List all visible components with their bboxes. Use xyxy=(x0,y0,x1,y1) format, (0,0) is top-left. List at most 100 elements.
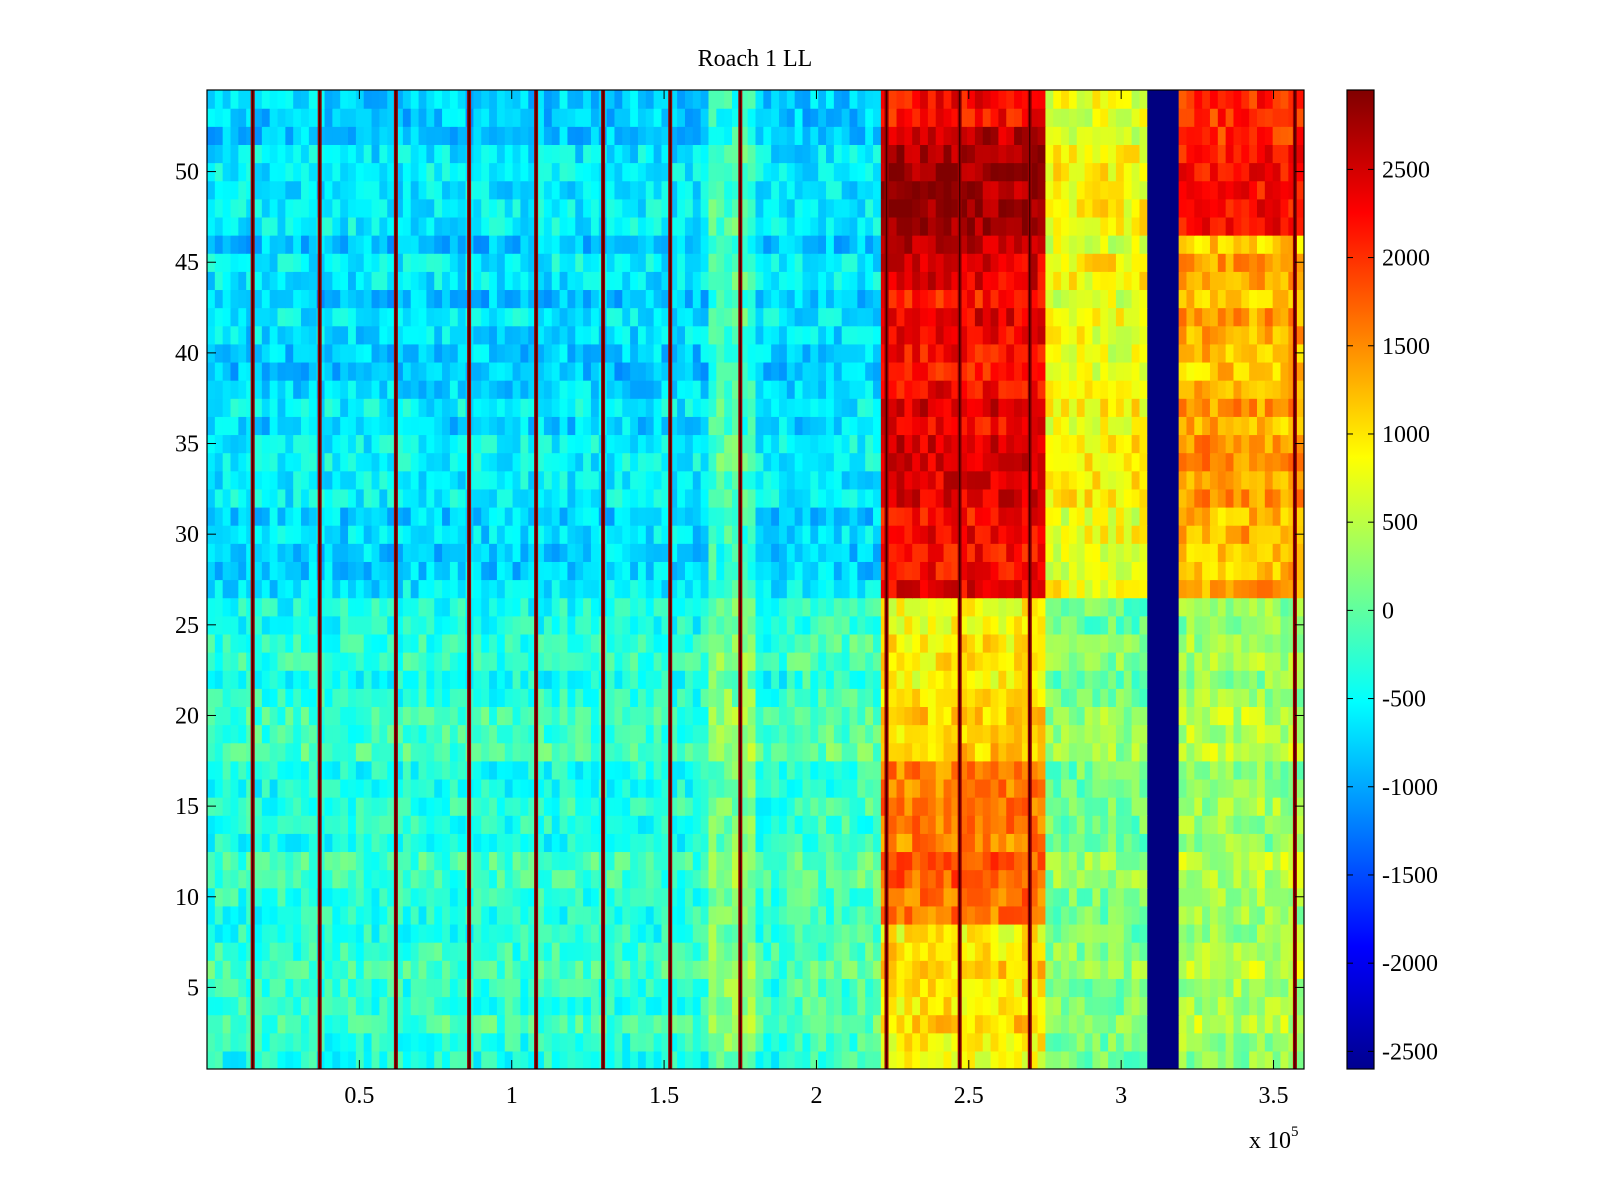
heatmap-cell xyxy=(410,851,420,871)
heatmap-cell xyxy=(1186,670,1195,689)
heatmap-cell xyxy=(630,942,639,961)
heatmap-cell xyxy=(418,670,427,689)
heatmap-cell xyxy=(967,1032,976,1052)
heatmap-cell xyxy=(779,833,788,853)
heatmap-cell xyxy=(230,652,239,671)
heatmap-cell xyxy=(1068,561,1078,581)
heatmap-cell xyxy=(512,996,522,1016)
heatmap-cell xyxy=(1264,797,1274,816)
heatmap-cell xyxy=(849,923,858,943)
heatmap-cell xyxy=(857,652,866,671)
heatmap-cell xyxy=(1100,633,1109,653)
heatmap-cell xyxy=(951,978,960,998)
heatmap-cell xyxy=(982,688,992,708)
heatmap-cell xyxy=(747,960,757,979)
heatmap-cell xyxy=(1115,778,1125,798)
heatmap-cell xyxy=(779,416,788,436)
heatmap-cell xyxy=(998,1014,1007,1034)
heatmap-cell xyxy=(1249,833,1258,853)
heatmap-cell xyxy=(700,416,710,436)
heatmap-cell xyxy=(590,960,600,979)
heatmap-cell xyxy=(520,470,529,490)
heatmap-cell xyxy=(1178,633,1188,653)
heatmap-cell xyxy=(1217,452,1227,472)
heatmap-cell xyxy=(1076,905,1086,925)
heatmap-cell xyxy=(473,887,482,907)
heatmap-cell xyxy=(912,742,921,762)
heatmap-cell xyxy=(606,996,616,1016)
heatmap-cell xyxy=(1139,869,1148,889)
heatmap-cell xyxy=(1029,778,1039,798)
heatmap-cell xyxy=(567,652,576,671)
heatmap-cell xyxy=(1068,742,1078,762)
heatmap-cell xyxy=(1123,960,1133,979)
heatmap-cell xyxy=(207,942,216,961)
heatmap-cell xyxy=(677,525,686,544)
heatmap-cell xyxy=(395,688,404,708)
heatmap-cell xyxy=(559,797,569,816)
heatmap-cell xyxy=(1288,1014,1297,1034)
heatmap-cell xyxy=(301,434,310,454)
heatmap-cell xyxy=(927,688,937,708)
heatmap-cell xyxy=(207,416,216,436)
heatmap-cell xyxy=(1249,1032,1258,1052)
heatmap-cell xyxy=(606,488,616,508)
heatmap-cell xyxy=(277,706,286,726)
heatmap-cell xyxy=(551,525,561,544)
heatmap-cell xyxy=(1037,760,1047,780)
heatmap-cell xyxy=(1225,905,1235,925)
heatmap-cell xyxy=(277,434,286,454)
heatmap-cell xyxy=(230,434,239,454)
heatmap-cell xyxy=(927,815,937,834)
heatmap-cell xyxy=(818,561,827,581)
heatmap-cell xyxy=(520,1032,529,1052)
heatmap-cell xyxy=(1076,724,1086,744)
heatmap-cell xyxy=(888,1050,898,1069)
heatmap-cell xyxy=(990,851,1000,871)
heatmap-cell xyxy=(833,525,843,544)
heatmap-cell xyxy=(904,688,913,708)
heatmap-cell xyxy=(677,488,686,508)
heatmap-cell xyxy=(434,452,443,472)
heatmap-cell xyxy=(1202,815,1211,834)
heatmap-cell xyxy=(379,525,388,544)
heatmap-cell xyxy=(332,579,341,599)
heatmap-cell xyxy=(324,887,333,907)
heatmap-cell xyxy=(873,688,882,708)
heatmap-cell xyxy=(708,960,717,979)
heatmap-cell xyxy=(755,1014,764,1034)
heatmap-cell xyxy=(457,978,467,998)
heatmap-cell xyxy=(700,597,710,617)
heatmap-cell xyxy=(849,942,858,961)
heatmap-cell xyxy=(833,760,843,780)
heatmap-cell xyxy=(669,452,678,472)
heatmap-cell xyxy=(1194,978,1203,998)
heatmap-cell xyxy=(285,797,294,816)
heatmap-cell xyxy=(739,506,749,526)
heatmap-cell xyxy=(935,561,945,581)
heatmap-cell xyxy=(1217,815,1227,834)
heatmap-cell xyxy=(1108,778,1117,798)
heatmap-cell xyxy=(308,434,318,454)
heatmap-cell xyxy=(528,724,537,744)
heatmap-cell xyxy=(402,887,412,907)
heatmap-cell xyxy=(1288,670,1297,689)
heatmap-cell xyxy=(982,1032,992,1052)
heatmap-cell xyxy=(387,869,396,889)
heatmap-cell xyxy=(426,416,435,436)
heatmap-cell xyxy=(716,633,725,653)
heatmap-cell xyxy=(1178,887,1188,907)
heatmap-cell xyxy=(543,1032,553,1052)
heatmap-cell xyxy=(395,597,404,617)
heatmap-cell xyxy=(747,942,757,961)
heatmap-cell xyxy=(340,688,349,708)
heatmap-cell xyxy=(959,579,968,599)
heatmap-cell xyxy=(1147,470,1156,490)
heatmap-cell xyxy=(896,1032,905,1052)
heatmap-cell xyxy=(818,797,827,816)
heatmap-cell xyxy=(1280,815,1289,834)
heatmap-cell xyxy=(387,923,396,943)
heatmap-cell xyxy=(230,742,239,762)
heatmap-cell xyxy=(935,1014,945,1034)
